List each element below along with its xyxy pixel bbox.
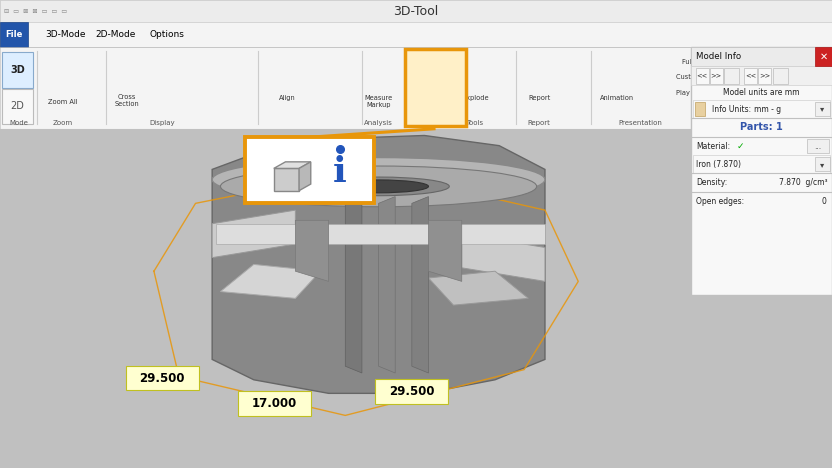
Text: Animation: Animation [600,95,635,101]
Bar [0,0,832,22]
Bar [0,22,832,47]
Text: Cross
Section: Cross Section [115,94,140,107]
Text: <<: << [696,73,708,79]
Bar [405,49,466,126]
Text: Density:: Density: [696,178,728,187]
Bar [724,68,739,84]
Text: Zoom: Zoom [52,120,72,126]
Bar [807,139,829,153]
Polygon shape [345,197,362,373]
Text: ▾: ▾ [820,160,825,169]
Bar [815,157,830,171]
Bar [744,68,757,84]
Text: Full Screen: Full Screen [682,58,719,65]
Text: Align: Align [279,95,295,101]
Polygon shape [274,162,311,168]
Text: Model units are mm: Model units are mm [724,88,800,97]
Bar [126,366,199,390]
Text: 0: 0 [821,197,826,206]
Bar [2,88,33,124]
Text: 3D-Mode: 3D-Mode [46,30,87,39]
Text: Explode: Explode [463,95,489,101]
Bar [695,102,705,116]
Text: Display: Display [150,120,175,126]
Bar [238,391,311,416]
Bar [0,129,691,468]
Polygon shape [212,136,545,393]
Text: ...: ... [815,141,821,151]
Polygon shape [220,264,320,299]
Text: Measure
Markup: Measure Markup [364,95,393,108]
Bar [0,22,28,47]
Bar [815,47,832,66]
Text: Model Tree: Model Tree [759,120,797,126]
Text: ⊟  ▭  ⊠  ⊠  ▭  ▭  ▭: ⊟ ▭ ⊠ ⊠ ▭ ▭ ▭ [4,9,67,14]
Bar [696,68,709,84]
Polygon shape [412,197,428,373]
Text: Report: Report [527,120,551,126]
Text: Mode: Mode [10,120,28,126]
Bar [693,100,830,118]
Text: Info Units:: Info Units: [712,104,751,114]
Text: Report: Report [528,95,550,101]
Bar [375,380,448,404]
Text: Presentation: Presentation [619,120,662,126]
Bar [815,102,830,116]
Text: Open edges:: Open edges: [696,197,745,206]
Text: Model Info: Model Info [696,52,741,61]
Text: Play Animation  ▾: Play Animation ▾ [676,90,734,95]
Polygon shape [428,271,528,305]
Text: ▾: ▾ [820,104,825,114]
Text: File: File [6,30,22,39]
Bar [693,155,830,173]
Ellipse shape [212,158,545,202]
Text: 3D-Tool: 3D-Tool [394,5,438,18]
Text: 7.870  g/cm³: 7.870 g/cm³ [780,178,828,187]
Text: mm - g: mm - g [754,104,781,114]
Text: Tools: Tools [466,120,483,126]
Polygon shape [274,168,299,190]
Bar [245,137,374,204]
Text: 2D: 2D [11,101,24,111]
Bar [773,68,788,84]
Bar [2,52,33,88]
Bar [691,66,832,85]
Bar [691,47,832,66]
Bar [710,68,723,84]
Polygon shape [295,220,329,281]
Text: >>: >> [711,73,722,79]
Bar [0,47,832,129]
Polygon shape [379,197,395,373]
Text: ✓: ✓ [737,141,745,151]
Text: Zoom All: Zoom All [47,100,77,105]
Text: 17.000: 17.000 [252,397,297,410]
Polygon shape [216,224,545,244]
Text: Model Info: Model Info [414,102,448,108]
Polygon shape [462,234,545,281]
Text: <<: << [745,73,756,79]
Text: Custom View Show: Custom View Show [676,74,740,80]
Ellipse shape [329,180,428,193]
Text: ✕: ✕ [820,51,828,62]
Bar [691,47,832,295]
Text: >>: >> [759,73,770,79]
Polygon shape [212,210,295,257]
Text: Options: Options [150,30,185,39]
Text: Material:: Material: [696,141,730,151]
Ellipse shape [220,166,537,207]
Polygon shape [428,220,462,281]
Text: 29.500: 29.500 [389,385,434,398]
Polygon shape [299,162,311,190]
Text: 2D-Mode: 2D-Mode [96,30,136,39]
Text: 3D: 3D [10,65,25,75]
Bar [758,68,771,84]
Text: Iron (7.870): Iron (7.870) [696,160,741,169]
Text: i: i [333,154,346,189]
Text: 29.500: 29.500 [140,372,185,385]
Text: Parts: 1: Parts: 1 [740,122,783,132]
Text: Analysis: Analysis [364,120,393,126]
Ellipse shape [308,177,449,196]
